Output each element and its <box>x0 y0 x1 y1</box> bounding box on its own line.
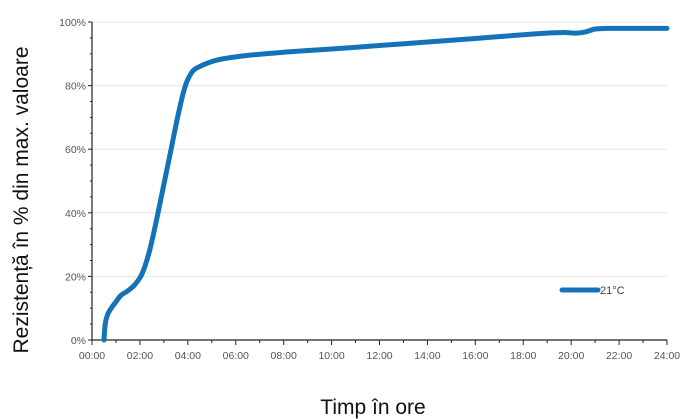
y-tick-label: 40% <box>65 208 86 220</box>
x-tick-label: 14:00 <box>414 350 440 362</box>
x-tick-label: 16:00 <box>462 350 488 362</box>
x-tick-label: 22:00 <box>606 350 632 362</box>
legend: 21°C <box>559 285 625 297</box>
y-tick-label: 100% <box>59 17 86 29</box>
gridlines <box>92 21 667 277</box>
x-tick-label: 24:00 <box>654 350 680 362</box>
x-tick-label: 04:00 <box>175 350 201 362</box>
legend-label: 21°C <box>600 285 625 297</box>
x-tick-label: 18:00 <box>510 350 536 362</box>
axes: 0% 20% 40% 60% 80% 100% 00:00 02:00 04:00 06:00 08… <box>59 17 680 362</box>
x-tick-label: 00:00 <box>79 350 105 362</box>
y-tick-label: 0% <box>71 335 86 347</box>
x-tick-label: 20:00 <box>558 350 584 362</box>
y-tick-label: 60% <box>65 144 86 156</box>
x-tick-label: 12:00 <box>366 350 392 362</box>
x-tick-label: 08:00 <box>271 350 297 362</box>
x-axis-title: Timp în ore <box>320 396 425 419</box>
y-tick-label: 20% <box>65 271 86 283</box>
x-tick-label: 02:00 <box>127 350 153 362</box>
y-axis-title: Rezistență în % din max. valoare <box>10 47 33 354</box>
x-tick-label: 10:00 <box>318 350 344 362</box>
x-tick-label: 06:00 <box>223 350 249 362</box>
y-tick-label: 80% <box>65 81 86 93</box>
series-layer <box>101 25 670 343</box>
series-line <box>101 25 670 343</box>
